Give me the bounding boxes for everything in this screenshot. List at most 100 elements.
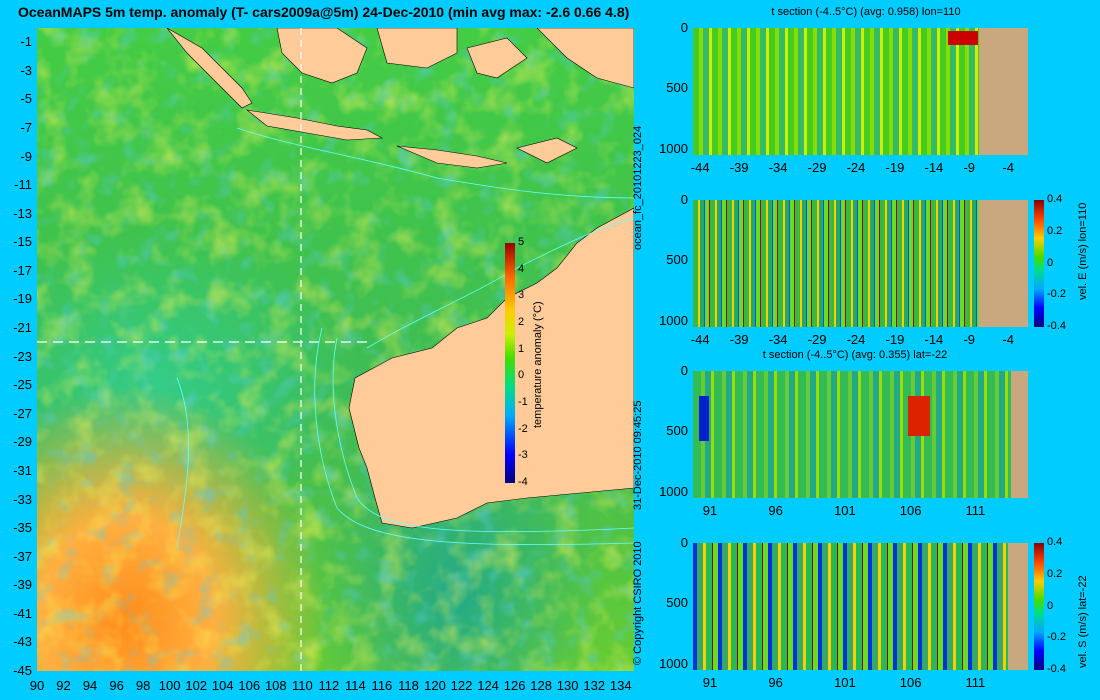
panel-x-tick: -14 [924, 160, 944, 175]
panel-colorbar-tick: -0.2 [1047, 631, 1066, 644]
map-lat-tick: -3 [20, 62, 32, 78]
map-colorbar-tick: -2 [518, 422, 528, 435]
map-lon-tick: 126 [503, 678, 526, 693]
panel-2-colorbar [1034, 200, 1044, 327]
map-lon-tick: 120 [424, 678, 446, 693]
panel-y-tick: 1000 [659, 655, 688, 671]
panel-x-tick: -19 [885, 160, 905, 175]
map-lat-tick: -9 [20, 148, 32, 164]
map-lon-tick: 124 [477, 678, 499, 693]
map-lat-tick: -1 [20, 34, 32, 50]
map-lat-tick: -45 [13, 663, 32, 678]
panel-x-tick: 91 [702, 675, 718, 690]
map-lat-tick: -35 [13, 520, 32, 536]
panel-y-tick: 0 [680, 20, 688, 35]
panel-y-tick: 0 [680, 535, 688, 550]
panel-x-tick: 101 [834, 503, 856, 518]
panel-y-tick: 500 [666, 423, 688, 439]
map-lat-tick: -23 [13, 348, 32, 364]
panel-colorbar-tick: 0 [1047, 599, 1054, 612]
run-label: ocean_fc_20101223_024 [632, 125, 644, 250]
panel-3-title: t section (-4..5°C) (avg: 0.355) lat=-22 [762, 349, 948, 361]
map-colorbar-tick: 2 [518, 316, 525, 328]
map-lon-tick: 108 [264, 678, 287, 693]
panel-x-tick: -34 [768, 160, 788, 175]
map-lon-tick: 130 [556, 678, 579, 693]
map-lat-tick: -21 [13, 320, 32, 336]
panel-4-vel-s-section [693, 543, 1028, 670]
panel-y-tick: 0 [680, 363, 688, 378]
map-lon-tick: 94 [82, 678, 98, 693]
panel-x-tick: -24 [846, 332, 866, 347]
panel-4-colorbar-label: vel. S (m/s) lat=-22 [1077, 575, 1089, 668]
map-colorbar [505, 243, 515, 483]
temperature-anomaly-map [37, 28, 634, 671]
map-colorbar-tick: -3 [518, 449, 528, 462]
panel-x-tick: -44 [690, 160, 710, 175]
timestamp-label: 31-Dec-2010 09:45:25 [632, 400, 644, 510]
map-lon-tick: 122 [450, 678, 473, 693]
map-lon-tick: 116 [371, 678, 393, 693]
panel-colorbar-tick: 0 [1047, 256, 1054, 269]
map-colorbar-ticks: 5 4 3 2 1 0 -1 -2 -3 -4 [518, 236, 538, 488]
panel-x-tick: -44 [690, 332, 710, 347]
map-lon-tick: 106 [238, 678, 261, 693]
panel-x-tick: 101 [834, 675, 856, 690]
map-lat-tick: -39 [13, 577, 32, 593]
bathymetry-contours [176, 127, 634, 549]
map-lat-tick: -7 [20, 120, 32, 136]
panel-x-tick: -24 [846, 160, 866, 175]
map-lon-tick: 96 [109, 678, 124, 693]
map-colorbar-tick: 5 [518, 236, 525, 248]
panel-3-temp-section-lat [693, 371, 1028, 498]
panel-1-temp-section-lon [693, 28, 1028, 155]
panel-2-vel-e-section [693, 200, 1028, 327]
map-colorbar-tick: 1 [518, 342, 525, 355]
panel-y-tick: 1000 [659, 140, 688, 156]
land-indonesia [166, 28, 634, 169]
map-lon-tick: 98 [135, 678, 151, 693]
map-colorbar-tick: 0 [518, 369, 525, 382]
map-longitude-ticks: 90 92 94 96 98 100 102 104 106 108 110 112 114 116 118… [30, 678, 634, 698]
map-lat-tick: -29 [13, 434, 32, 450]
panel-x-tick: -39 [729, 332, 749, 347]
map-lat-tick: -41 [13, 605, 32, 621]
map-lon-tick: 102 [185, 678, 208, 693]
panel-colorbar-tick: 0.4 [1047, 193, 1063, 205]
map-lat-tick: -43 [13, 634, 32, 650]
panel-x-tick: 96 [768, 503, 783, 518]
panel-colorbar-tick: -0.4 [1047, 663, 1066, 675]
map-lat-tick: -31 [13, 462, 32, 478]
map-lat-tick: -11 [14, 177, 32, 193]
map-lon-tick: 128 [530, 678, 552, 693]
map-colorbar-tick: 4 [518, 262, 525, 275]
chart-title: OceanMAPS 5m temp. anomaly (T- cars2009a… [18, 4, 630, 20]
panel-x-tick: 111 [965, 503, 986, 518]
panel-colorbar-tick: 0.2 [1047, 224, 1063, 237]
panel-y-tick: 1000 [659, 312, 688, 328]
panel-y-tick: 500 [666, 80, 688, 96]
panel-colorbar-tick: 0.4 [1047, 536, 1063, 548]
panel-y-tick: 500 [666, 595, 688, 611]
panel-colorbar-tick: -0.2 [1047, 288, 1066, 301]
map-lon-tick: 92 [56, 678, 71, 693]
panel-x-tick: -29 [807, 160, 827, 175]
map-lat-tick: -27 [13, 405, 32, 421]
copyright-label: © Copyright CSIRO 2010 [632, 541, 644, 665]
panel-1-title: t section (-4..5°C) (avg: 0.958) lon=110 [771, 6, 961, 18]
panel-2-colorbar-label: vel. E (m/s) lon=110 [1077, 202, 1089, 300]
panel-x-tick: 106 [899, 675, 922, 690]
map-lon-tick: 90 [29, 678, 45, 693]
map-latitude-ticks: -1 -3 -5 -7 -9 -11 -13 -15 -17 -19 -21 -23 -25 -27 -29… [0, 28, 32, 678]
panel-x-tick: -29 [807, 332, 827, 347]
panel-x-tick: 106 [899, 503, 922, 518]
map-lon-tick: 132 [583, 678, 606, 693]
panel-y-tick: 0 [680, 192, 688, 207]
panel-x-tick: -34 [768, 332, 788, 347]
panel-y-tick: 500 [666, 252, 688, 268]
panel-x-tick: -19 [885, 332, 905, 347]
map-lon-tick: 118 [398, 678, 419, 693]
panel-colorbar-tick: 0.2 [1047, 567, 1063, 580]
map-lon-tick: 110 [291, 678, 313, 693]
panel-x-tick: -14 [924, 332, 944, 347]
